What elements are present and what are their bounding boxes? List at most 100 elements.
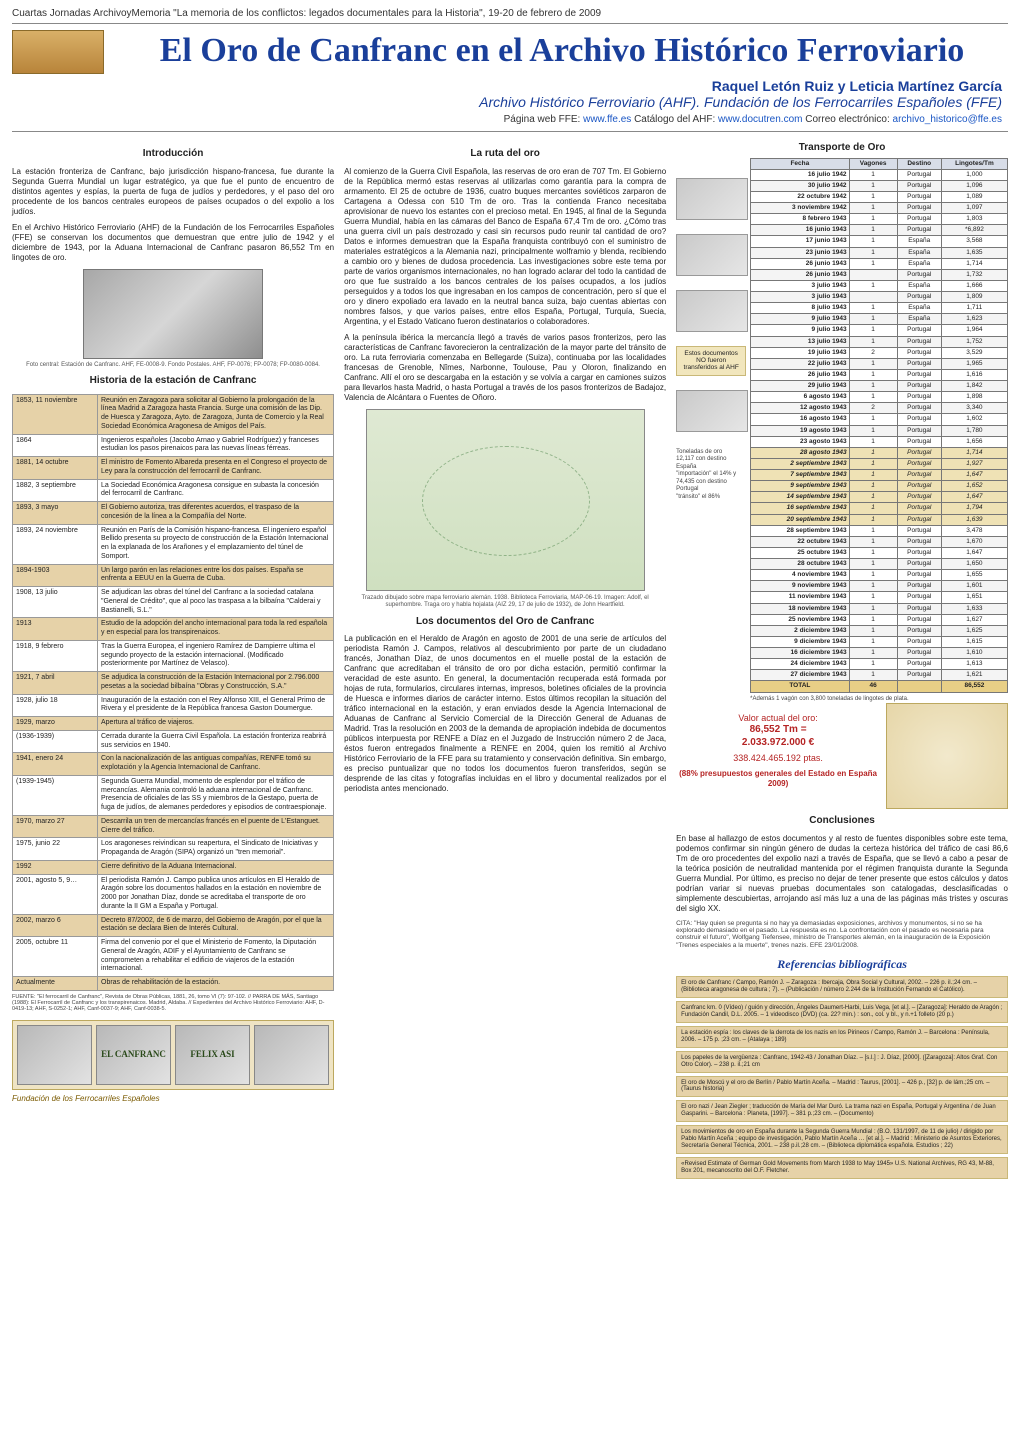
- transport-row: 17 junio 19431España3,568: [751, 236, 1008, 247]
- doc-thumb-3: [676, 290, 748, 332]
- gold-ptas: 338.424.465.192 ptas.: [676, 753, 880, 764]
- transport-cell: 1,647: [941, 547, 1007, 558]
- transport-cell: 1,651: [941, 592, 1007, 603]
- transport-cell: 1: [849, 314, 897, 325]
- transport-cell: 1: [849, 614, 897, 625]
- transport-cell: Portugal: [897, 536, 941, 547]
- transport-cell: Portugal: [897, 570, 941, 581]
- history-date: 1918, 9 febrero: [13, 640, 98, 671]
- history-text: Inauguración de la estación con el Rey A…: [98, 694, 334, 717]
- transport-cell: Portugal: [897, 603, 941, 614]
- history-row: (1936-1939)Cerrada durante la Guerra Civ…: [13, 730, 334, 753]
- transport-cell: 3 julio 1943: [751, 280, 849, 291]
- history-row: ActualmenteObras de rehabilitación de la…: [13, 977, 334, 991]
- transport-cell: 8 julio 1943: [751, 303, 849, 314]
- transport-cell: 28 agosto 1943: [751, 447, 849, 458]
- transport-cell: 1: [849, 481, 897, 492]
- history-text: Ingenieros españoles (Jacobo Arnao y Gab…: [98, 434, 334, 457]
- history-date: (1936-1939): [13, 730, 98, 753]
- gold-euros: 2.033.972.000 €: [676, 737, 880, 750]
- transport-cell: 1,711: [941, 303, 1007, 314]
- transport-cell: 1,898: [941, 392, 1007, 403]
- transport-cell: 1,610: [941, 648, 1007, 659]
- transport-row: 13 julio 19431Portugal1,752: [751, 336, 1008, 347]
- transport-cell: 3,568: [941, 236, 1007, 247]
- doc-thumb-1: [676, 178, 748, 220]
- ref-item: Canfranc km. 0 (Vídeo) / guión y direcci…: [676, 1001, 1008, 1023]
- author-1: Raquel Letón Ruiz: [712, 78, 834, 94]
- strip-photo-4: [254, 1025, 329, 1085]
- transport-cell: 16 junio 1943: [751, 225, 849, 236]
- th-vagones: Vagones: [849, 158, 897, 169]
- history-row: 1893, 24 noviembreReunión en París de la…: [13, 524, 334, 564]
- transport-cell: 1,652: [941, 481, 1007, 492]
- transport-cell: 1,097: [941, 203, 1007, 214]
- transport-cell: 26 junio 1943: [751, 269, 849, 280]
- history-row: 1893, 3 mayoEl Gobierno autoriza, tras d…: [13, 502, 334, 525]
- history-table: 1853, 11 noviembreReunión en Zaragoza pa…: [12, 394, 334, 991]
- history-text: El ministro de Fomento Albareda presenta…: [98, 457, 334, 480]
- transport-cell: 16 septiembre 1943: [751, 503, 849, 514]
- intro-p2: En el Archivo Histórico Ferroviario (AHF…: [12, 223, 334, 263]
- history-text: Segunda Guerra Mundial, momento de esple…: [98, 775, 334, 815]
- transport-cell: 2: [849, 347, 897, 358]
- history-date: 1893, 24 noviembre: [13, 524, 98, 564]
- transport-cell: 1: [849, 392, 897, 403]
- transport-cell: Portugal: [897, 214, 941, 225]
- transport-cell: Portugal: [897, 670, 941, 681]
- header-rule: [12, 131, 1008, 132]
- history-row: 1975, junio 22Los aragoneses reivindican…: [13, 838, 334, 861]
- cita: CITA: "Hay quien se pregunta si no hay y…: [676, 920, 1008, 950]
- transport-cell: 1,000: [941, 169, 1007, 180]
- history-title: Historia de la estación de Canfranc: [12, 375, 334, 388]
- transport-table: Fecha Vagones Destino Lingotes/Tm 16 jul…: [750, 158, 1008, 693]
- transport-cell: 13 julio 1943: [751, 336, 849, 347]
- history-date: 1929, marzo: [13, 717, 98, 731]
- history-date: 1921, 7 abril: [13, 672, 98, 695]
- transport-wrap: Estos documentos NO fueron transferidos …: [676, 158, 1008, 704]
- web-line: Página web FFE: www.ffe.es Catálogo del …: [116, 114, 1002, 125]
- gold-tm: 86,552 Tm =: [676, 724, 880, 737]
- history-row: 1928, julio 18Inauguración de la estació…: [13, 694, 334, 717]
- transport-row: 9 julio 19431Portugal1,964: [751, 325, 1008, 336]
- transport-row: 23 junio 19431España1,635: [751, 247, 1008, 258]
- transport-cell: 1: [849, 536, 897, 547]
- foundation-label: Fundación de los Ferrocarriles Españoles: [12, 1094, 334, 1104]
- page: Cuartas Jornadas ArchivoyMemoria "La mem…: [0, 0, 1020, 1190]
- transport-cell: 1: [849, 625, 897, 636]
- transport-cell: 1: [849, 603, 897, 614]
- transport-cell: 3 julio 1943: [751, 292, 849, 303]
- transport-cell: 8 febrero 1943: [751, 214, 849, 225]
- transport-cell: 1: [849, 336, 897, 347]
- transport-cell: 3,340: [941, 403, 1007, 414]
- transport-row: 26 junio 19431España1,714: [751, 258, 1008, 269]
- transport-row: 3 julio 1943Portugal1,809: [751, 292, 1008, 303]
- transport-cell: Portugal: [897, 447, 941, 458]
- link-email[interactable]: archivo_historico@ffe.es: [893, 114, 1002, 125]
- transport-cell: 1: [849, 258, 897, 269]
- transport-cell: 14 septiembre 1943: [751, 492, 849, 503]
- transport-title: Transporte de Oro: [676, 142, 1008, 155]
- transport-cell: 2 diciembre 1943: [751, 625, 849, 636]
- transport-cell: Portugal: [897, 559, 941, 570]
- refs-title: Referencias bibliográficas: [676, 957, 1008, 972]
- history-date: Actualmente: [13, 977, 98, 991]
- transport-cell: 16 julio 1942: [751, 169, 849, 180]
- transport-row: 9 diciembre 19431Portugal1,615: [751, 636, 1008, 647]
- note-not-transferred: Estos documentos NO fueron transferidos …: [676, 346, 746, 376]
- link-docutren[interactable]: www.docutren.com: [718, 114, 802, 125]
- history-text: Cierre definitivo de la Aduana Internaci…: [98, 860, 334, 874]
- transport-cell: Portugal: [897, 269, 941, 280]
- link-ffe[interactable]: www.ffe.es: [583, 114, 631, 125]
- references: Referencias bibliográficas El oro de Can…: [676, 957, 1008, 1178]
- transport-row: 29 julio 19431Portugal1,842: [751, 381, 1008, 392]
- transport-cell: España: [897, 303, 941, 314]
- authors: Raquel Letón Ruiz y Leticia Martínez Gar…: [116, 78, 1002, 94]
- history-date: 1908, 13 julio: [13, 587, 98, 618]
- transport-cell: 19 agosto 1943: [751, 425, 849, 436]
- total-label: TOTAL: [751, 681, 849, 692]
- transport-cell: Portugal: [897, 392, 941, 403]
- conference-header: Cuartas Jornadas ArchivoyMemoria "La mem…: [12, 8, 1008, 24]
- transport-cell: 1: [849, 369, 897, 380]
- gold-label: Valor actual del oro:: [676, 713, 880, 724]
